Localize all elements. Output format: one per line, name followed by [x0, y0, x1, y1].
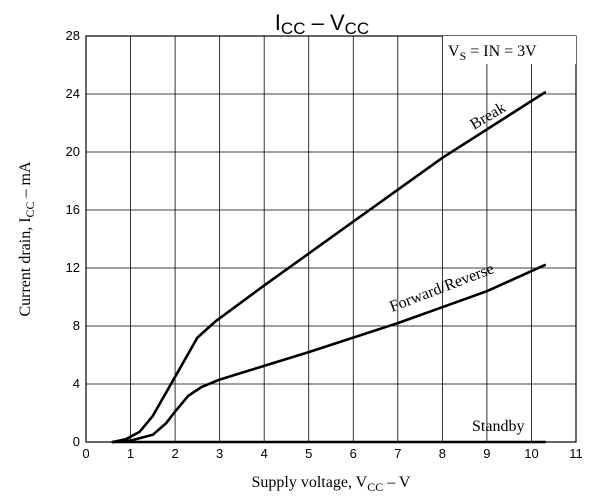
y-axis-label: Current drain, ICC – mA	[17, 161, 37, 317]
x-axis-label: Supply voltage, VCC – V	[252, 474, 411, 494]
series-label-standby: Standby	[472, 418, 524, 435]
y-tick-label: 12	[66, 260, 80, 275]
y-tick-label: 24	[66, 86, 80, 101]
plot-frame	[85, 35, 577, 443]
x-tick-label: 9	[483, 446, 490, 461]
y-tick-label: 8	[73, 318, 80, 333]
x-tick-label: 6	[350, 446, 357, 461]
x-tick-label: 0	[82, 446, 89, 461]
x-tick-label: 4	[261, 446, 268, 461]
y-tick-label: 4	[73, 376, 80, 391]
x-tick-label: 5	[305, 446, 312, 461]
x-tick-label: 3	[216, 446, 223, 461]
condition-label: VS = IN = 3V	[448, 43, 537, 63]
y-tick-label: 28	[66, 28, 80, 43]
x-tick-label: 8	[439, 446, 446, 461]
x-tick-label: 2	[171, 446, 178, 461]
y-tick-label: 0	[73, 434, 80, 449]
condition-box	[443, 36, 576, 64]
chart-title: ICC – VCC	[275, 10, 369, 38]
x-tick-label: 1	[127, 446, 134, 461]
series-line-break	[111, 91, 547, 444]
y-tick-label: 16	[66, 202, 80, 217]
x-tick-label: 10	[524, 446, 538, 461]
y-tick-label: 20	[66, 144, 80, 159]
x-tick-label: 7	[394, 446, 401, 461]
x-tick-label: 11	[569, 446, 583, 461]
series-line-forward-reverse	[111, 263, 547, 444]
